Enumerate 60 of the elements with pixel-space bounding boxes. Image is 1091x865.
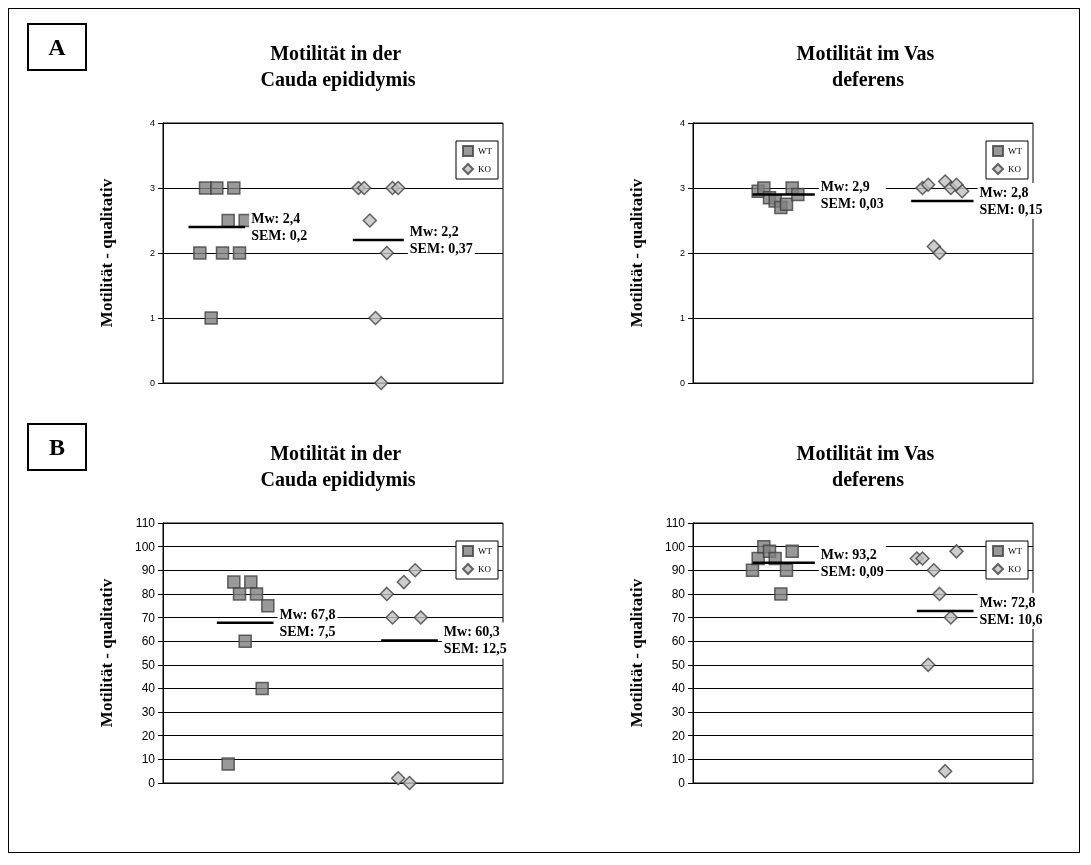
- chart-title: Motilität in der Cauda epididymis: [260, 442, 416, 491]
- annotation: Mw: 60,3 SEM: 12,5: [443, 624, 507, 657]
- y-tick-label: 50: [671, 657, 686, 672]
- y-tick-label: 4: [679, 118, 685, 128]
- y-tick-label: 40: [141, 681, 156, 696]
- y-axis-title: Motilität - qualitativ: [627, 578, 646, 728]
- y-axis-title: Motilität - qualitativ: [97, 178, 116, 328]
- y-tick-label: 80: [141, 586, 156, 601]
- annotation: Mw: 2,4 SEM: 0,2: [251, 211, 308, 243]
- y-tick-label: 3: [679, 183, 685, 193]
- y-tick-label: 40: [671, 681, 686, 696]
- y-tick-label: 10: [141, 752, 156, 767]
- y-tick-label: 1: [679, 313, 685, 323]
- y-tick-label: 10: [671, 752, 686, 767]
- y-tick-label: 100: [664, 539, 686, 554]
- y-tick-label: 70: [671, 610, 686, 625]
- text: B: [27, 423, 87, 471]
- y-tick-label: 2: [149, 248, 155, 258]
- chart-title: Motilität im Vas deferens: [796, 42, 940, 90]
- annotation: Mw: 72,8 SEM: 10,6: [979, 594, 1043, 627]
- annotation: Mw: 2,8 SEM: 0,15: [979, 185, 1043, 217]
- y-tick-label: 20: [141, 728, 156, 743]
- y-tick-label: 20: [671, 728, 686, 743]
- legend-label: KO: [478, 564, 492, 574]
- y-tick-label: 30: [141, 705, 156, 720]
- y-tick-label: 80: [671, 586, 686, 601]
- text: A: [27, 23, 87, 71]
- annotation: Mw: 2,2 SEM: 0,37: [409, 224, 473, 256]
- y-tick-label: 60: [141, 634, 156, 649]
- y-tick-label: 50: [141, 657, 156, 672]
- y-tick-label: 110: [665, 516, 686, 530]
- chart-title: Motilität im Vas deferens: [796, 442, 940, 490]
- legend-label: WT: [1008, 546, 1023, 556]
- y-tick-label: 100: [134, 539, 156, 554]
- legend-label: KO: [1008, 564, 1022, 574]
- y-tick-label: 1: [149, 313, 155, 323]
- y-tick-label: 0: [148, 776, 156, 790]
- y-tick-label: 110: [135, 516, 156, 530]
- y-tick-label: 60: [671, 634, 686, 649]
- legend-label: KO: [1008, 164, 1022, 174]
- y-tick-label: 90: [671, 563, 686, 578]
- legend-label: WT: [478, 146, 493, 156]
- y-axis-title: Motilität - qualitativ: [97, 578, 116, 728]
- y-tick-label: 3: [149, 183, 155, 193]
- legend-label: KO: [478, 164, 492, 174]
- y-tick-label: 0: [149, 378, 155, 388]
- y-tick-label: 0: [679, 378, 685, 388]
- annotation: Mw: 93,2 SEM: 0,09: [820, 546, 884, 579]
- y-tick-label: 2: [679, 248, 685, 258]
- legend-label: WT: [1008, 146, 1023, 156]
- annotation: Mw: 67,8 SEM: 7,5: [279, 606, 336, 639]
- chart-title: Motilität in der Cauda epididymis: [260, 42, 416, 91]
- y-axis-title: Motilität - qualitativ: [627, 178, 646, 328]
- legend-label: WT: [478, 546, 493, 556]
- y-tick-label: 4: [149, 118, 155, 128]
- annotation: Mw: 2,9 SEM: 0,03: [820, 178, 884, 211]
- y-tick-label: 90: [141, 563, 156, 578]
- y-tick-label: 0: [678, 776, 686, 790]
- y-tick-label: 30: [671, 705, 686, 720]
- y-tick-label: 70: [141, 610, 156, 625]
